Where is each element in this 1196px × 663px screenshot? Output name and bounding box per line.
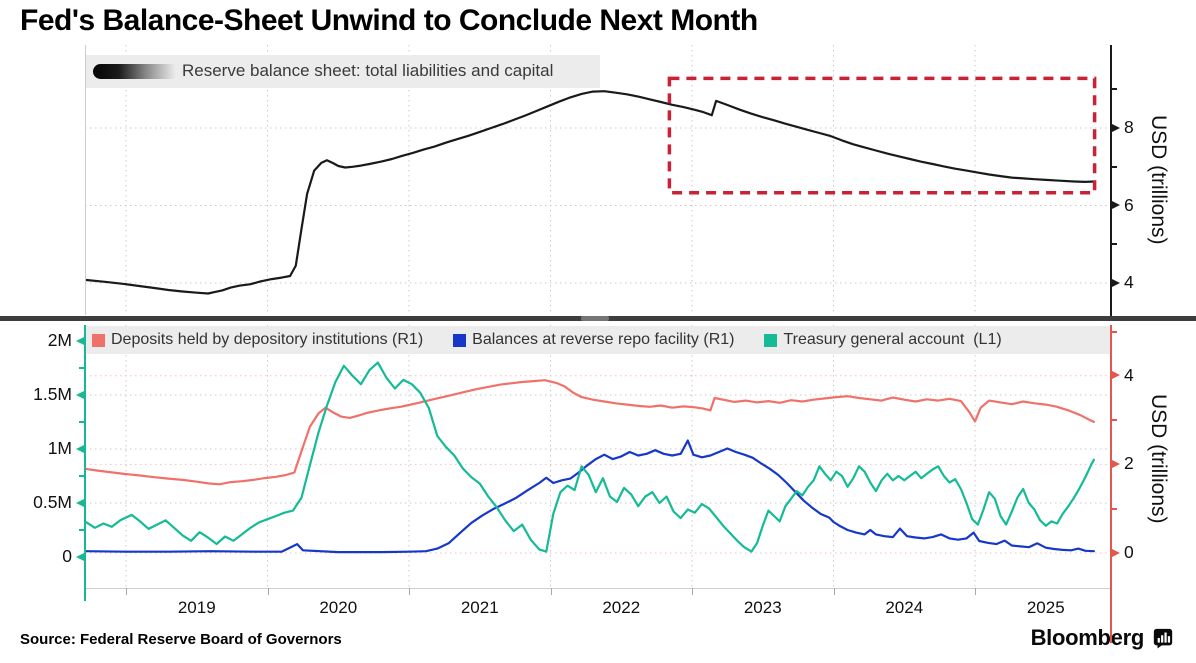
deposits-swatch-icon (92, 333, 105, 347)
y-tick-label: 1.5M (33, 384, 72, 404)
bottom-y-axis-title: USD (trillions) (1147, 394, 1170, 524)
bottom-right-axis (1110, 325, 1112, 643)
bottom-left-axis (84, 325, 86, 601)
x-tick-label: 2022 (602, 598, 641, 617)
top-panel-plot (85, 45, 1110, 315)
legend-item-reverse-repo: Balances at reverse repo facility (R1) (453, 331, 734, 349)
minor-tick (1112, 507, 1117, 510)
x-tick-label: 2020 (319, 598, 358, 617)
minor-tick (1112, 419, 1117, 422)
y-tick-label: 6 (1124, 194, 1134, 215)
reverse-repo-line (85, 439, 1096, 554)
top-legend: Reserve balance sheet: total liabilities… (86, 55, 600, 88)
deposits-line (85, 379, 1096, 486)
legend-label-deposits: Deposits held by depository institutions… (111, 331, 424, 348)
divider-grip-handle[interactable] (581, 316, 609, 321)
x-tick-mark (409, 588, 410, 595)
balance-sheet-line (85, 90, 1096, 295)
tick-arrow (76, 390, 84, 399)
minor-tick (79, 475, 84, 477)
y-tick-label: 2 (1124, 453, 1134, 474)
y-tick-label: 2M (47, 330, 72, 350)
tick-arrow (1112, 278, 1120, 287)
bloomberg-wordmark: Bloomberg (1030, 625, 1145, 650)
bloomberg-chart-bubble-icon (1153, 628, 1173, 649)
tick-arrow (1112, 201, 1120, 209)
minor-tick (79, 421, 84, 423)
x-tick-mark (267, 588, 269, 595)
panel-divider[interactable] (0, 316, 1196, 321)
bottom-panel-plot (85, 325, 1110, 588)
tga-line (85, 361, 1096, 553)
tick-arrow (1112, 548, 1120, 557)
legend-label-reverse-repo: Balances at reverse repo facility (R1) (472, 331, 735, 348)
x-tick-mark (692, 588, 693, 595)
legend-item-tga: Treasury general account (L1) (764, 331, 1002, 349)
tick-arrow (76, 336, 84, 345)
top-panel-left-border (85, 45, 86, 315)
x-tick-label: 2019 (177, 598, 216, 617)
y-tick-label: 4 (1124, 364, 1134, 385)
y-tick-label: 1M (47, 438, 72, 458)
tick-arrow (1112, 371, 1120, 380)
bottom-legend: Deposits held by depository institutions… (86, 326, 1110, 354)
tick-arrow (76, 498, 84, 507)
bloomberg-logo: Bloomberg (1031, 625, 1174, 651)
minor-tick (79, 529, 84, 531)
x-tick-label: 2025 (1026, 598, 1065, 617)
top-right-axis (1110, 45, 1112, 316)
x-tick-mark (833, 588, 835, 595)
legend-label-tga: Treasury general account (L1) (783, 331, 1002, 348)
page-title: Fed's Balance-Sheet Unwind to Conclude N… (20, 4, 758, 37)
y-tick-label: 0.5M (33, 492, 72, 512)
top-legend-label: Reserve balance sheet: total liabilities… (182, 61, 554, 80)
tga-swatch-icon (764, 333, 778, 347)
x-tick-mark (975, 588, 976, 595)
x-axis-line (85, 588, 1110, 589)
y-tick-label: 0 (62, 546, 72, 566)
highlight-box (667, 76, 1097, 195)
reverse-repo-swatch-icon (453, 333, 467, 347)
tick-arrow (76, 444, 84, 453)
source-note: Source: Federal Reserve Board of Governo… (20, 631, 342, 648)
top-y-axis-title: USD (trillions) (1147, 115, 1170, 245)
y-tick-label: 0 (1124, 542, 1134, 562)
minor-tick (1112, 330, 1117, 333)
x-tick-mark (126, 588, 127, 595)
minor-tick (1112, 88, 1117, 91)
x-tick-label: 2021 (460, 598, 499, 617)
tick-arrow (76, 552, 84, 561)
x-tick-label: 2023 (743, 598, 782, 617)
minor-tick (1112, 243, 1117, 246)
tick-arrow (1112, 123, 1120, 132)
tick-arrow (1112, 459, 1120, 468)
minor-tick (1112, 165, 1117, 168)
minor-tick (79, 367, 84, 369)
y-tick-label: 4 (1124, 272, 1134, 292)
x-tick-label: 2024 (885, 598, 924, 617)
y-tick-label: 8 (1124, 117, 1134, 137)
x-tick-mark (550, 588, 552, 595)
redacted-legend-swatch (93, 64, 179, 79)
legend-item-deposits: Deposits held by depository institutions… (92, 331, 423, 349)
